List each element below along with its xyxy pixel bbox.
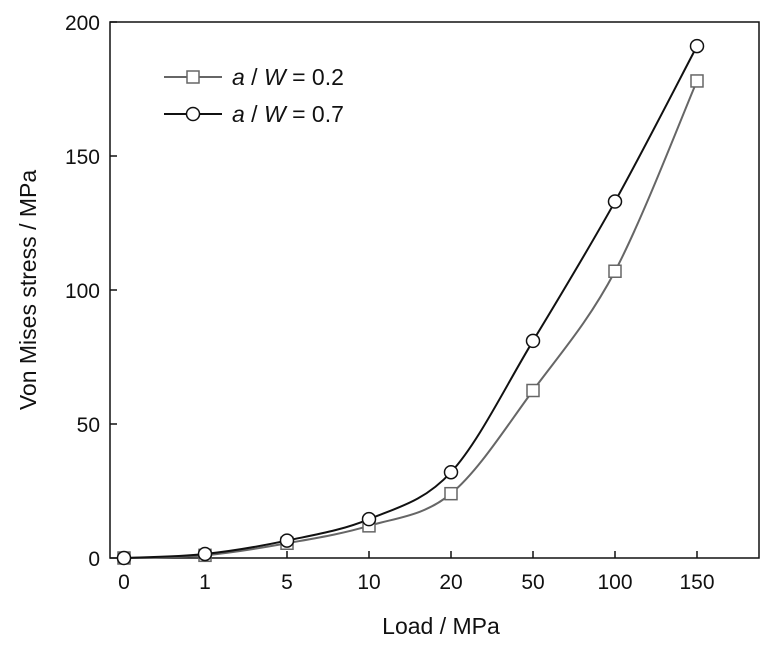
series-2-point <box>525 333 541 349</box>
legend-item-series-1: a / W = 0.2 <box>164 64 344 90</box>
series-2-point <box>197 546 213 562</box>
series-1-point <box>690 74 704 88</box>
y-tick-label: 50 <box>77 414 100 437</box>
y-tick-label: 200 <box>65 12 100 35</box>
y-axis-ticks: 0 50 100 150 200 <box>65 12 117 571</box>
x-tick-label: 50 <box>521 571 544 594</box>
series-2-point <box>443 464 459 480</box>
y-tick-label: 100 <box>65 280 100 303</box>
x-tick-label: 10 <box>357 571 380 594</box>
legend-marker-series-1 <box>186 70 200 84</box>
series-lines <box>123 45 698 559</box>
series-2-point <box>116 550 132 566</box>
series-1-line <box>123 80 698 559</box>
series-1-point <box>444 486 458 501</box>
series-1-point <box>608 264 622 278</box>
legend-marker-series-2 <box>185 106 201 122</box>
x-tick-label: 0 <box>118 571 130 594</box>
series-2-point <box>279 533 295 548</box>
y-tick-label: 0 <box>88 548 100 571</box>
y-axis-title: Von Mises stress / MPa <box>15 170 41 411</box>
series-markers <box>116 38 705 566</box>
series-2-line <box>123 45 698 559</box>
x-tick-label: 1 <box>199 571 211 594</box>
legend-label-series-2: a / W = 0.7 <box>232 101 344 127</box>
legend-item-series-2: a / W = 0.7 <box>164 101 344 127</box>
x-tick-label: 5 <box>281 571 293 594</box>
x-axis-title: Load / MPa <box>382 613 500 639</box>
x-tick-label: 100 <box>597 571 632 594</box>
legend: a / W = 0.2 a / W = 0.7 <box>164 64 344 127</box>
legend-label-series-1: a / W = 0.2 <box>232 64 344 90</box>
series-1-point <box>526 383 540 398</box>
series-2-point <box>361 511 377 527</box>
x-tick-label: 20 <box>439 571 462 594</box>
x-tick-label: 150 <box>679 571 714 594</box>
series-2-point <box>689 38 705 54</box>
plot-frame <box>109 21 760 559</box>
series-2-point <box>607 194 623 209</box>
x-axis-ticks: 0 1 5 10 20 50 100 150 <box>118 551 715 594</box>
y-tick-label: 150 <box>65 146 100 169</box>
